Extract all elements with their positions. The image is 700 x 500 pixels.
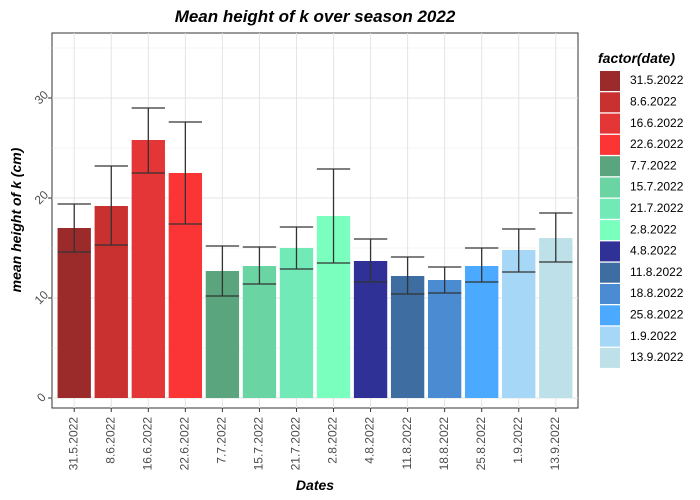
x-tick-label: 8.6.2022 — [103, 417, 117, 464]
x-tick-label: 4.8.2022 — [363, 417, 377, 464]
bar — [131, 140, 165, 398]
x-tick-label: 13.9.2022 — [548, 417, 562, 471]
legend-label: 4.8.2022 — [630, 244, 677, 258]
x-tick-label: 7.7.2022 — [215, 417, 229, 464]
y-axis: 0 10 20 30 — [32, 88, 52, 405]
legend-label: 16.6.2022 — [630, 116, 684, 130]
legend-label: 18.8.2022 — [630, 286, 684, 300]
legend-items: 31.5.2022 8.6.2022 16.6.2022 22.6.2022 7.7.2… — [600, 71, 684, 368]
legend-key — [600, 113, 620, 134]
x-tick-label: 25.8.2022 — [474, 417, 488, 471]
error-bar — [242, 246, 277, 285]
legend-item: 8.6.2022 — [600, 92, 677, 113]
error-bar — [279, 226, 314, 270]
x-tick-label: 11.8.2022 — [400, 417, 414, 470]
error-bar — [94, 165, 128, 246]
error-bar — [465, 247, 499, 283]
bar — [353, 261, 388, 398]
error-bar — [131, 107, 165, 174]
legend-key — [600, 262, 620, 283]
legend-item: 21.7.2022 — [600, 198, 684, 219]
legend-item: 11.8.2022 — [600, 262, 683, 283]
legend-key — [600, 134, 620, 155]
bar — [390, 276, 425, 398]
x-tick-label: 31.5.2022 — [66, 417, 80, 471]
bar — [427, 280, 462, 398]
legend-item: 18.8.2022 — [600, 284, 684, 304]
legend-key — [600, 284, 620, 304]
error-bar — [427, 266, 462, 294]
legend-label: 21.7.2022 — [630, 201, 684, 215]
legend-key — [600, 92, 620, 113]
legend-key — [600, 156, 620, 177]
legend-item: 16.6.2022 — [600, 113, 684, 134]
legend-key — [600, 347, 620, 368]
error-bar — [539, 212, 573, 263]
legend-item: 4.8.2022 — [600, 241, 677, 262]
x-tick-label: 15.7.2022 — [252, 417, 266, 471]
bar — [539, 238, 573, 398]
y-tick-label: 10 — [32, 288, 52, 308]
legend-item: 1.9.2022 — [600, 326, 677, 347]
legend-key — [600, 198, 620, 219]
error-bar — [390, 256, 425, 295]
legend-key — [600, 177, 620, 198]
chart-title: Mean height of k over season 2022 — [175, 7, 456, 26]
legend-label: 8.6.2022 — [630, 94, 677, 108]
x-tick-label: 1.9.2022 — [511, 417, 525, 464]
legend-label: 11.8.2022 — [630, 265, 683, 279]
error-bar — [57, 203, 91, 253]
legend: factor(date) 31.5.2022 8.6.2022 16.6.2022 2… — [598, 50, 684, 368]
bar — [242, 266, 277, 398]
bar — [57, 228, 91, 398]
error-bar — [502, 228, 536, 273]
legend-title: factor(date) — [598, 50, 675, 66]
legend-key — [600, 305, 620, 326]
y-axis-title: mean height of k (cm) — [8, 147, 24, 292]
bar — [465, 266, 499, 398]
x-tick-label: 18.8.2022 — [437, 417, 451, 471]
legend-item: 31.5.2022 — [600, 71, 684, 91]
error-bars — [57, 107, 573, 297]
x-tick-label: 2.8.2022 — [326, 417, 340, 464]
bar — [279, 248, 314, 398]
legend-item: 2.8.2022 — [600, 220, 677, 241]
legend-label: 7.7.2022 — [630, 158, 677, 172]
error-bar — [205, 245, 240, 297]
bars — [57, 140, 573, 398]
y-tick-label: 0 — [34, 390, 49, 405]
error-bar — [316, 168, 351, 264]
legend-item: 7.7.2022 — [600, 156, 677, 177]
legend-label: 22.6.2022 — [630, 137, 684, 151]
legend-key — [600, 71, 620, 91]
error-bar — [168, 121, 203, 225]
legend-label: 1.9.2022 — [630, 329, 677, 343]
y-tick-label: 30 — [32, 88, 52, 108]
x-tick-label: 21.7.2022 — [289, 417, 303, 471]
error-bar — [353, 238, 388, 283]
legend-label: 13.9.2022 — [630, 350, 684, 364]
x-tick-label: 22.6.2022 — [178, 417, 192, 471]
legend-label: 15.7.2022 — [630, 180, 684, 194]
legend-item: 25.8.2022 — [600, 305, 684, 326]
legend-label: 2.8.2022 — [630, 222, 677, 236]
legend-key — [600, 241, 620, 262]
legend-label: 25.8.2022 — [630, 307, 684, 321]
x-axis: 31.5.2022 8.6.2022 16.6.2022 22.6.2022 7.7.2… — [66, 408, 562, 470]
plot-panel — [51, 32, 579, 409]
legend-item: 13.9.2022 — [600, 347, 684, 368]
y-tick-label: 20 — [32, 188, 52, 208]
legend-key — [600, 326, 620, 347]
x-axis-title: Dates — [296, 477, 334, 493]
legend-item: 15.7.2022 — [600, 177, 684, 198]
legend-label: 31.5.2022 — [630, 73, 684, 87]
legend-item: 22.6.2022 — [600, 134, 684, 155]
legend-key — [600, 220, 620, 241]
bar — [502, 250, 536, 398]
x-tick-label: 16.6.2022 — [140, 417, 154, 471]
